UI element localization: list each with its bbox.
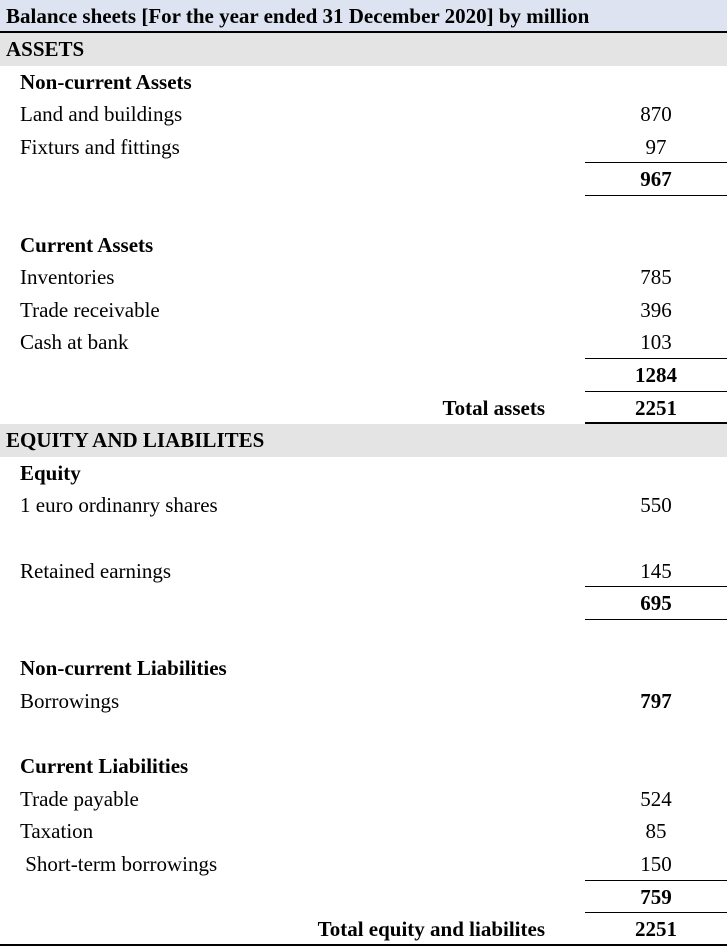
row-value: 103	[585, 326, 727, 359]
row-label: Cash at bank	[20, 330, 129, 355]
total-row: Total equity and liabilites 2251	[0, 913, 727, 946]
row-value: 759	[585, 881, 727, 914]
row-value: 396	[640, 297, 672, 322]
row-label: 1 euro ordinanry shares	[20, 493, 218, 518]
row-value: 797	[640, 689, 672, 713]
table-row: Inventories 785	[0, 261, 727, 294]
row-value	[585, 229, 727, 262]
row-label: Current Assets	[20, 232, 154, 257]
blank-row	[0, 718, 727, 751]
row-value	[585, 620, 727, 653]
row-label: Fixturs and fittings	[20, 134, 180, 159]
blank-row	[0, 196, 727, 229]
blank-row	[0, 522, 727, 555]
group-heading-row: Current Assets	[0, 229, 727, 262]
table-row: Land and buildings 870	[0, 98, 727, 131]
row-label: Equity	[20, 460, 81, 485]
row-label: Current Liabilities	[20, 754, 189, 779]
table-row: Fixturs and fittings 97	[0, 131, 727, 164]
row-value: 85	[645, 819, 667, 844]
row-label: Trade receivable	[20, 297, 160, 322]
row-label: Total equity and liabilites	[317, 917, 545, 942]
row-value	[585, 196, 727, 229]
row-value: 2251	[585, 392, 727, 425]
row-label: Land and buildings	[20, 102, 183, 127]
group-heading-row: Current Liabilities	[0, 750, 727, 783]
row-label: Taxation	[20, 819, 94, 844]
row-value	[585, 66, 727, 99]
table-row: Cash at bank 103	[0, 326, 727, 359]
row-label: Non-current Liabilities	[20, 656, 227, 681]
row-value: 550	[640, 493, 672, 518]
table-row: Trade receivable 396	[0, 294, 727, 327]
row-label: Total assets	[442, 395, 546, 420]
group-heading-row: Non-current Assets	[0, 66, 727, 99]
row-value: 150	[585, 848, 727, 881]
row-label: Retained earnings	[20, 558, 172, 583]
section-header-row: ASSETS	[0, 33, 727, 66]
row-label: Borrowings	[20, 689, 120, 713]
row-value	[585, 718, 727, 751]
row-value: 1284	[585, 359, 727, 392]
table-row: Retained earnings 145	[0, 555, 727, 588]
row-value: 695	[585, 587, 727, 620]
row-label: Inventories	[20, 265, 115, 290]
row-value: 2251	[635, 917, 677, 942]
section-header-row: EQUITY AND LIABILITES	[0, 424, 727, 457]
row-label: EQUITY AND LIABILITES	[6, 428, 265, 453]
row-label: Trade payable	[20, 786, 139, 811]
table-row: 1 euro ordinanry shares 550	[0, 489, 727, 522]
row-value	[585, 424, 727, 457]
row-value: 145	[585, 555, 727, 588]
group-heading-row: Equity	[0, 457, 727, 490]
subtotal-row: 759	[0, 881, 727, 914]
subtotal-row: 1284	[0, 359, 727, 392]
row-label: Non-current Assets	[20, 69, 192, 94]
group-heading-row: Non-current Liabilities	[0, 652, 727, 685]
row-label: ASSETS	[6, 37, 85, 61]
row-value	[585, 750, 727, 783]
table-row: Taxation 85	[0, 815, 727, 848]
row-value	[585, 457, 727, 490]
total-row: Total assets 2251	[0, 392, 727, 425]
row-value	[585, 33, 727, 66]
subtotal-row: 695	[0, 587, 727, 620]
sheet-title: Balance sheets [For the year ended 31 De…	[0, 0, 727, 33]
blank-row	[0, 620, 727, 653]
row-value	[585, 652, 727, 685]
row-label: Short-term borrowings	[20, 852, 218, 876]
row-value	[585, 522, 727, 555]
table-row: Short-term borrowings 150	[0, 848, 727, 881]
row-value: 785	[640, 265, 672, 290]
table-row: Borrowings 797	[0, 685, 727, 718]
row-value: 97	[585, 131, 727, 164]
subtotal-row: 967	[0, 163, 727, 196]
row-value: 870	[640, 102, 672, 127]
row-value: 524	[640, 786, 672, 811]
table-row: Trade payable 524	[0, 783, 727, 816]
row-value: 967	[585, 163, 727, 196]
